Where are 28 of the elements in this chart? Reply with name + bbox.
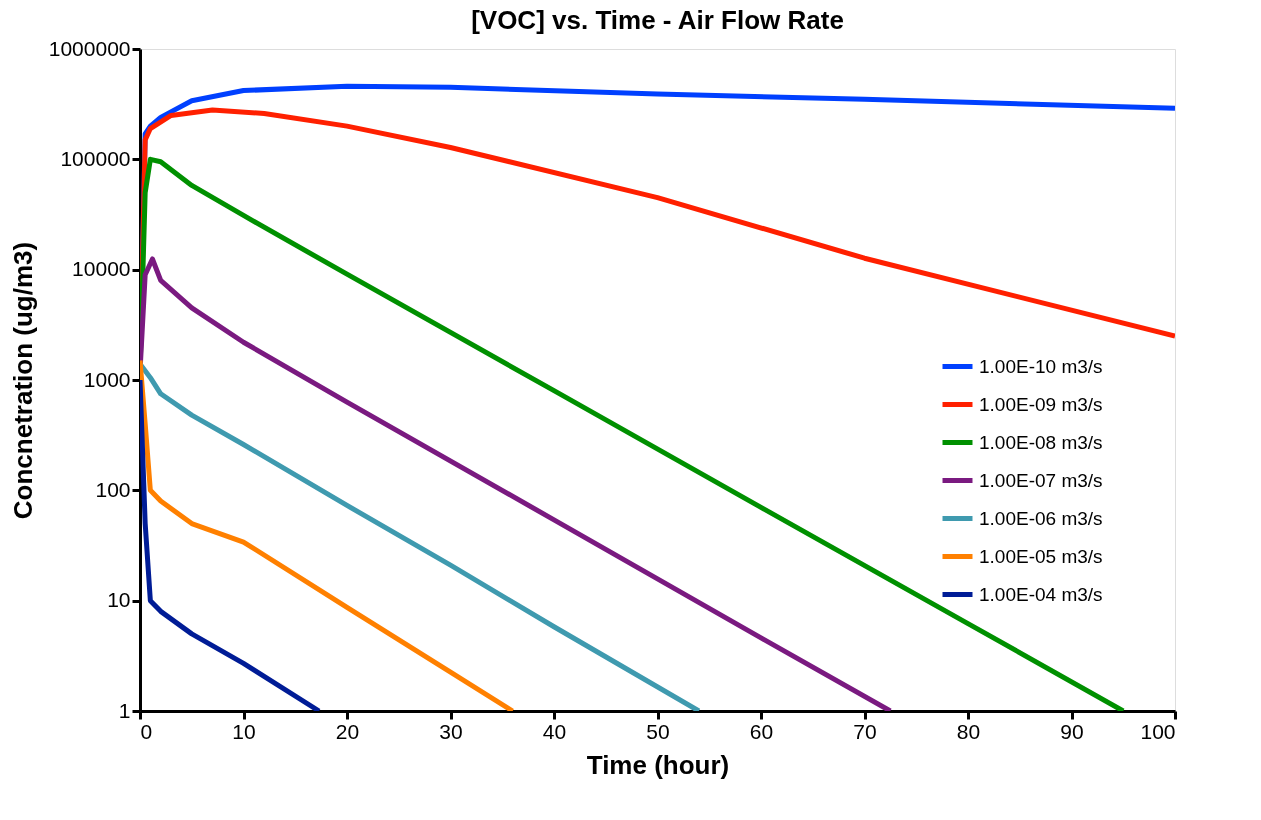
x-tick-label: 0: [140, 719, 153, 743]
y-tick-label: 100: [95, 477, 131, 501]
x-tick-label: 40: [542, 719, 567, 743]
legend-label: 1.00E-10 m3/s: [979, 355, 1103, 377]
legend-label: 1.00E-09 m3/s: [979, 393, 1103, 415]
y-tick-label: 10000: [72, 257, 131, 281]
x-tick-label: 20: [335, 719, 360, 743]
y-tick-label: 1000000: [48, 36, 131, 60]
y-tick-label: 100000: [60, 146, 131, 170]
legend-label: 1.00E-06 m3/s: [979, 507, 1103, 529]
x-tick-label: 90: [1060, 719, 1084, 743]
x-axis-title: Time (hour): [586, 749, 730, 780]
y-tick-label: 10: [107, 588, 131, 612]
x-tick-label: 60: [749, 719, 774, 743]
x-tick-label: 80: [956, 719, 981, 743]
y-tick-label: 1: [118, 698, 131, 722]
x-tick-label: 100: [1140, 719, 1176, 743]
x-tick-label: 10: [232, 719, 256, 743]
x-tick-label: 50: [646, 719, 670, 743]
legend-label: 1.00E-07 m3/s: [979, 469, 1103, 491]
chart-title: [VOC] vs. Time - Air Flow Rate: [471, 5, 844, 35]
x-tick-label: 70: [853, 719, 877, 743]
legend-label: 1.00E-08 m3/s: [979, 431, 1103, 453]
legend-label: 1.00E-04 m3/s: [979, 583, 1103, 605]
y-axis-title: Concnetration (ug/m3): [7, 241, 38, 520]
legend-label: 1.00E-05 m3/s: [979, 545, 1103, 567]
x-tick-label: 30: [439, 719, 463, 743]
y-tick-label: 1000: [83, 367, 131, 391]
